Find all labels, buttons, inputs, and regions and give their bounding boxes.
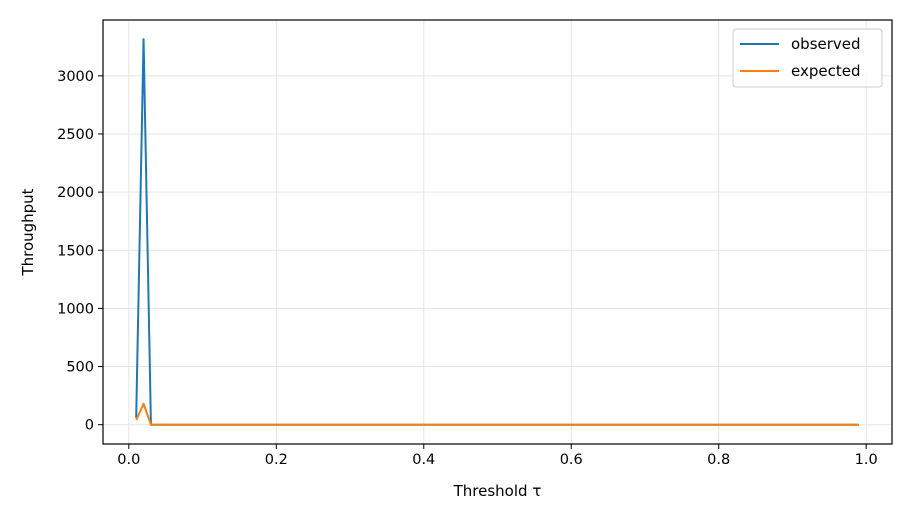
- legend: observed expected: [732, 28, 883, 88]
- y-tick-label: 2000: [57, 185, 94, 201]
- x-tick-label: 0.0: [117, 452, 140, 468]
- x-tick-label: 0.8: [707, 452, 730, 468]
- legend-label-observed: observed: [791, 35, 861, 53]
- y-axis-label: Throughput: [19, 188, 37, 276]
- y-axis: 0 500 1000 1500 2000 2500 3000: [57, 69, 103, 434]
- x-axis: 0.0 0.2 0.4 0.6 0.8 1.0: [117, 444, 878, 468]
- x-axis-label: Threshold τ: [453, 482, 542, 500]
- x-tick-label: 1.0: [855, 452, 878, 468]
- plot-frame: [102, 19, 893, 445]
- y-tick-label: 3000: [57, 69, 94, 85]
- y-tick-label: 2500: [57, 127, 94, 143]
- y-tick-label: 500: [66, 360, 94, 376]
- y-tick-label: 1500: [57, 243, 94, 259]
- series-line-expected: [135, 402, 859, 426]
- x-tick-label: 0.2: [265, 452, 288, 468]
- y-tick-label: 0: [85, 418, 94, 434]
- x-tick-label: 0.6: [560, 452, 583, 468]
- y-tick-label: 1000: [57, 301, 94, 317]
- series-lines: [135, 38, 859, 426]
- legend-label-expected: expected: [791, 62, 860, 80]
- x-tick-label: 0.4: [412, 452, 435, 468]
